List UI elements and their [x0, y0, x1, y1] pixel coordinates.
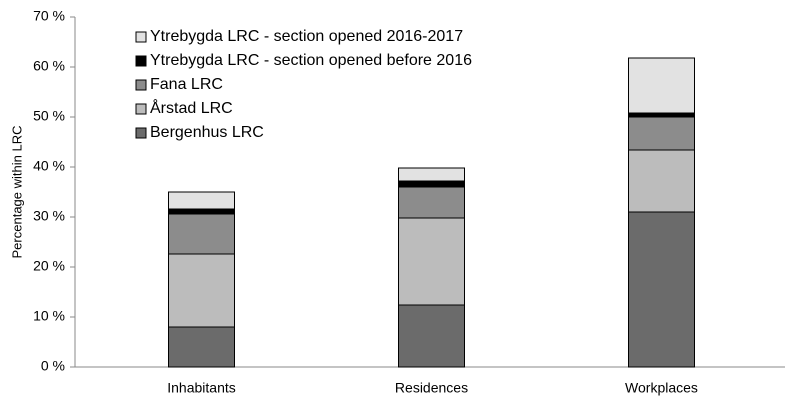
- bar-segment: [628, 57, 695, 114]
- legend-swatch: [135, 127, 147, 139]
- legend-swatch: [135, 31, 147, 43]
- x-tick-label: Inhabitants: [167, 380, 236, 396]
- y-tick-label: 0 %: [41, 358, 65, 374]
- y-tick-label: 10 %: [33, 308, 65, 324]
- bar-segment: [168, 253, 235, 328]
- legend-label: Ytrebygda LRC - section opened 2016-2017: [150, 28, 463, 45]
- bar-segment: [168, 191, 235, 210]
- legend-label: Ytrebygda LRC - section opened before 20…: [150, 52, 472, 69]
- bar-segment: [398, 167, 465, 182]
- bar-segment: [398, 217, 465, 306]
- legend-swatch: [135, 55, 147, 67]
- y-tick-label: 70 %: [33, 8, 65, 24]
- bar-segment: [628, 116, 695, 151]
- bar-segment: [168, 208, 235, 215]
- bar-segment: [398, 304, 465, 368]
- y-tick-label: 50 %: [33, 108, 65, 124]
- bar-segment: [398, 180, 465, 188]
- y-tick-label: 60 %: [33, 58, 65, 74]
- bar-segment: [168, 326, 235, 368]
- legend-label: Årstad LRC: [150, 98, 233, 117]
- bar-segment: [628, 211, 695, 368]
- x-tick-label: Workplaces: [625, 380, 698, 396]
- x-tick-label: Residences: [395, 380, 468, 396]
- legend-swatch: [135, 79, 147, 91]
- legend-swatch: [135, 103, 147, 115]
- legend-label: Bergenhus LRC: [150, 124, 264, 141]
- legend-label: Fana LRC: [150, 76, 223, 93]
- bar-segment: [398, 186, 465, 219]
- y-tick-label: 40 %: [33, 158, 65, 174]
- bar-segment: [168, 213, 235, 255]
- y-tick-label: 30 %: [33, 208, 65, 224]
- y-tick-label: 20 %: [33, 258, 65, 274]
- bar-segment: [628, 149, 695, 213]
- y-axis-label: Percentage within LRC: [9, 126, 24, 259]
- bar-segment: [628, 112, 695, 118]
